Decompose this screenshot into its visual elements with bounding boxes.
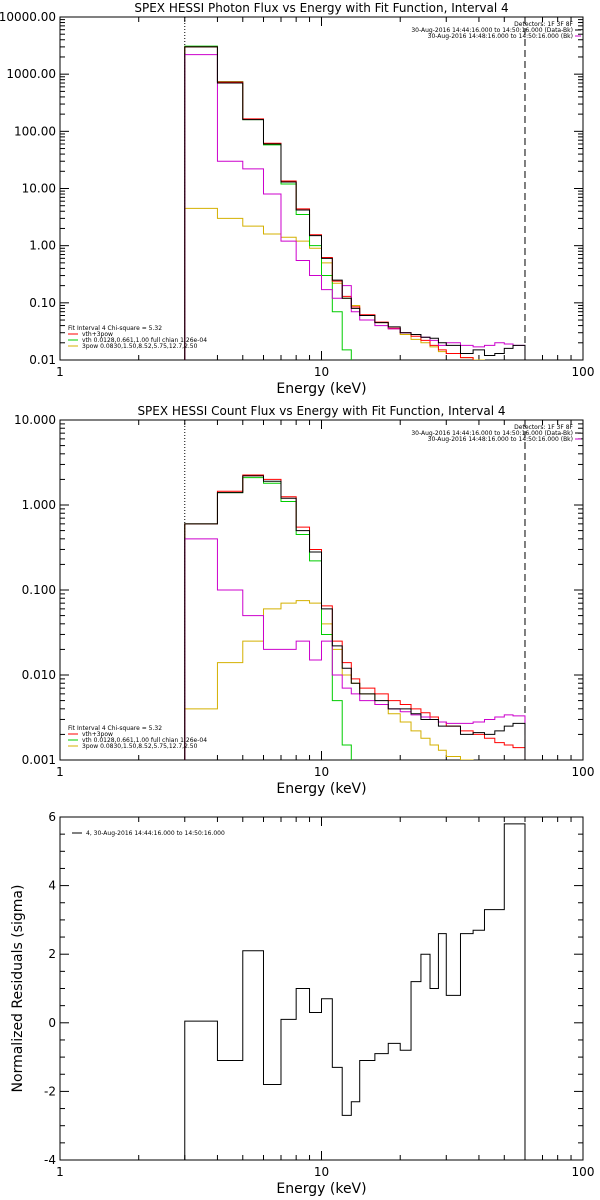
chart-title: SPEX HESSI Count Flux vs Energy with Fit…: [137, 404, 505, 418]
x-tick-label: 100: [572, 365, 595, 379]
y-tick-label: 0.100: [22, 583, 56, 597]
y-tick-label: 0.01: [29, 353, 56, 367]
y-tick-label: 0.10: [29, 296, 56, 310]
legend-entry: vth+3pow: [82, 731, 113, 738]
series-line-3: [184, 474, 526, 760]
x-axis-label: Energy (keV): [276, 1181, 366, 1197]
series-group: [184, 45, 526, 360]
info-line-3: 30-Aug-2016 14:48:16.000 to 14:50:16.000…: [428, 436, 573, 443]
legend-entry: 4, 30-Aug-2016 14:44:16.000 to 14:50:16.…: [86, 830, 225, 837]
y-tick-label: 4: [48, 879, 56, 893]
y-tick-label: -4: [44, 1153, 56, 1167]
y-tick-label: 10.00: [22, 182, 56, 196]
series-group: [184, 474, 526, 760]
x-axis-label: Energy (keV): [276, 381, 366, 397]
y-tick-label: 6: [48, 810, 56, 824]
x-tick-label: 1: [56, 365, 64, 379]
x-tick-label: 100: [572, 765, 595, 779]
plot-frame: [59, 16, 584, 361]
legend-entry: 3pow 0.0830,1.50,8.52,5.75,12.7,2.50: [82, 743, 198, 750]
series-line-2: [184, 54, 526, 360]
y-tick-label: 1.000: [22, 498, 56, 512]
x-tick-label: 1: [56, 1165, 64, 1179]
legend-entry: vth 0.0128,0.661,1.00 full chian 1.26e-0…: [82, 737, 207, 744]
y-tick-label: 1000.00: [6, 67, 56, 81]
chart-panel-2: SPEX HESSI Count Flux vs Energy with Fit…: [14, 404, 594, 797]
series-line-1: [184, 46, 526, 360]
series-line-2: [184, 538, 526, 760]
series-line-5: [184, 600, 474, 760]
y-tick-label: 10000.00: [0, 10, 56, 24]
x-tick-label: 10: [314, 365, 329, 379]
y-tick-label: 100.00: [14, 124, 56, 138]
chart-panel-3: 1 10 100 Energy (keV) -4 -2 0 2 4 6 Normalized Res…: [10, 810, 594, 1197]
x-tick-label: 10: [314, 765, 329, 779]
series-line-1: [184, 475, 526, 760]
chart-title: SPEX HESSI Photon Flux vs Energy with Fi…: [134, 1, 508, 15]
info-line-1: Detectors: 1F 3F 8F: [514, 21, 573, 28]
info-line-3: 30-Aug-2016 14:48:16.000 to 14:50:16.000…: [428, 33, 573, 40]
x-tick-label: 100: [572, 1165, 595, 1179]
x-tick-label: 1: [56, 765, 64, 779]
fit-label: Fit Interval 4 Chi-square = 5.32: [68, 725, 162, 732]
y-tick-label: -2: [44, 1084, 56, 1098]
fit-label: Fit Interval 4 Chi-square = 5.32: [68, 325, 162, 332]
series-group: [184, 823, 526, 1160]
x-axis-label: Energy (keV): [276, 781, 366, 797]
series-line-4: [184, 477, 352, 760]
series-line-1: [184, 823, 526, 1160]
y-tick-label: 10.000: [14, 413, 56, 427]
y-tick-label: 2: [48, 947, 56, 961]
y-tick-label: 0.010: [22, 668, 56, 682]
info-line-2: 30-Aug-2016 14:44:16.000 to 14:50:16.000…: [411, 430, 573, 437]
legend-entry: 3pow 0.0830,1.50,8.52,5.75,12.7,2.50: [82, 343, 198, 350]
y-tick-label: 0: [48, 1016, 56, 1030]
legend-entry: vth+3pow: [82, 331, 113, 338]
y-tick-label: 1.00: [29, 239, 56, 253]
chart-panel-1: SPEX HESSI Photon Flux vs Energy with Fi…: [0, 1, 594, 397]
series-line-5: [184, 207, 485, 360]
info-line-2: 30-Aug-2016 14:44:16.000 to 14:50:16.000…: [411, 27, 573, 34]
y-axis-label: Normalized Residuals (sigma): [10, 885, 26, 1093]
y-tick-label: 0.001: [22, 753, 56, 767]
legend-entry: vth 0.0128,0.661,1.00 full chian 1.26e-0…: [82, 337, 207, 344]
info-line-1: Detectors: 1F 3F 8F: [514, 424, 573, 431]
x-tick-label: 10: [314, 1165, 329, 1179]
